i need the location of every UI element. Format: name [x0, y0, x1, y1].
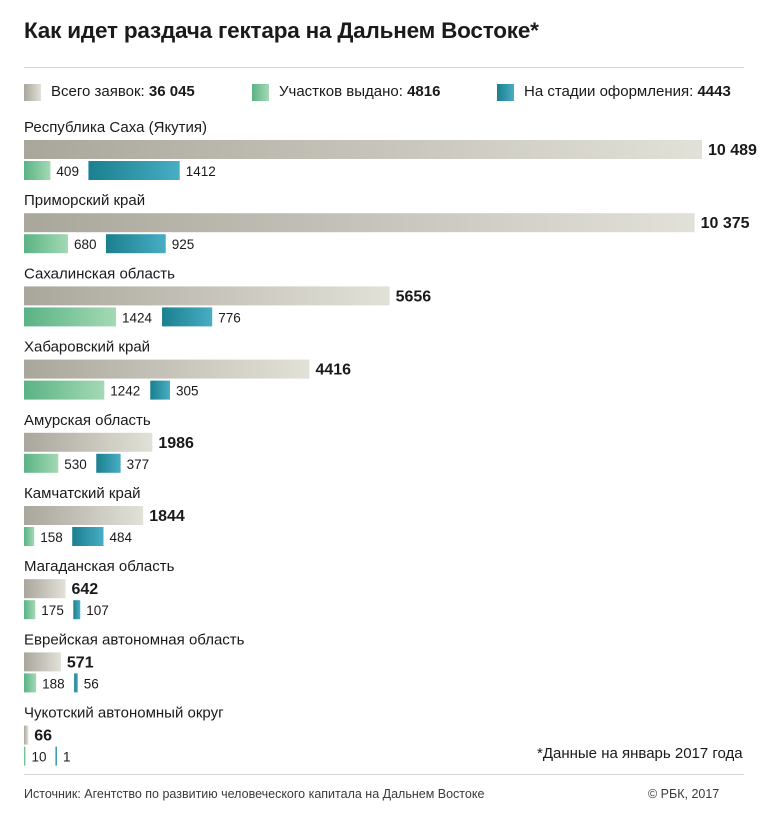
region-4-label: Хабаровский край: [24, 339, 150, 356]
legend-value-total: 36 045: [148, 83, 195, 100]
region-3-total-bar: [24, 286, 390, 306]
legend-label-in-process: На стадии оформления: 4443: [524, 83, 731, 100]
region-5-label: Амурская область: [24, 412, 151, 429]
region-5-total-value: 1986: [158, 435, 194, 452]
region-9-in-process-bar: [55, 746, 57, 766]
region-1-total-value: 10 489: [708, 142, 757, 159]
region-9-total-bar: [24, 725, 29, 745]
region-3-in-process-bar: [162, 307, 213, 327]
region-1-issued-value: 409: [56, 164, 79, 179]
region-3-label: Сахалинская область: [24, 265, 175, 282]
region-6-total-value: 1844: [149, 508, 185, 525]
region-2-total-value: 10 375: [701, 215, 750, 232]
legend-swatch-in-process: [497, 84, 514, 101]
region-6-in-process-bar: [72, 527, 104, 546]
region-9-issued-value: 10: [32, 750, 47, 765]
region-8-in-process-value: 56: [84, 676, 99, 691]
source-note: Источник: Агентство по развитию человече…: [24, 787, 485, 801]
region-3-in-process-value: 776: [218, 310, 241, 325]
region-4-in-process-value: 305: [176, 384, 199, 399]
region-8-in-process-bar: [74, 673, 78, 693]
region-1-in-process-bar: [88, 161, 180, 180]
region-3-issued-bar: [24, 307, 117, 327]
top-divider: [24, 67, 744, 68]
region-5-in-process-bar: [96, 453, 121, 473]
chart-legend: Всего заявок: 36 045 Участков выдано: 48…: [0, 83, 768, 103]
region-7-in-process-value: 107: [86, 603, 109, 618]
region-7-total-bar: [24, 579, 66, 599]
region-7-total-value: 642: [71, 581, 98, 598]
region-2-issued-bar: [24, 234, 68, 254]
region-6-issued-value: 158: [40, 530, 63, 545]
legend-value-issued: 4816: [407, 83, 441, 100]
copyright: © РБК, 2017: [648, 787, 720, 801]
region-6-in-process-value: 484: [109, 530, 132, 545]
region-7-label: Магаданская область: [24, 558, 175, 575]
region-7-issued-value: 175: [41, 603, 64, 618]
region-9-total-value: 66: [34, 728, 52, 745]
legend-swatch-issued: [252, 84, 269, 101]
region-9-label: Чукотский автономный округ: [24, 705, 224, 722]
region-6-label: Камчатский край: [24, 485, 141, 502]
chart-title: Как идет раздача гектара на Дальнем Вост…: [24, 18, 539, 43]
region-5-issued-value: 530: [64, 457, 87, 472]
region-1-in-process-value: 1412: [186, 164, 216, 179]
region-9-in-process-value: 1: [63, 750, 71, 765]
region-2-in-process-value: 925: [172, 237, 195, 252]
region-5-issued-bar: [24, 453, 59, 473]
legend-swatch-total: [24, 84, 41, 101]
region-1-total-bar: [24, 140, 702, 159]
region-4-in-process-bar: [150, 380, 170, 400]
legend-label-issued: Участков выдано: 4816: [279, 83, 441, 100]
region-4-issued-value: 1242: [110, 384, 140, 399]
region-1-label: Республика Саха (Якутия): [24, 119, 207, 136]
region-6-issued-bar: [24, 527, 35, 546]
region-3-issued-value: 1424: [122, 310, 153, 325]
region-2-issued-value: 680: [74, 237, 97, 252]
region-9-issued-bar: [24, 746, 26, 766]
footnote: *Данные на январь 2017 года: [537, 745, 743, 762]
region-6-total-bar: [24, 506, 144, 525]
legend-value-in-process: 4443: [697, 83, 731, 100]
region-8-total-value: 571: [67, 654, 94, 671]
region-3-total-value: 5656: [396, 288, 432, 305]
region-5-total-bar: [24, 432, 153, 452]
region-8-issued-value: 188: [42, 676, 65, 691]
region-8-issued-bar: [24, 673, 37, 693]
region-7-issued-bar: [24, 600, 36, 620]
region-2-label: Приморский край: [24, 192, 145, 209]
legend-label-total: Всего заявок: 36 045: [51, 83, 195, 100]
region-7-in-process-bar: [73, 600, 81, 620]
region-2-in-process-bar: [105, 234, 166, 254]
region-1-issued-bar: [24, 161, 51, 180]
region-8-label: Еврейская автономная область: [24, 631, 245, 648]
region-5-in-process-value: 377: [127, 457, 150, 472]
region-2-total-bar: [24, 213, 695, 233]
region-4-total-value: 4416: [315, 362, 351, 379]
region-8-total-bar: [24, 652, 61, 672]
bottom-divider: [24, 774, 744, 775]
region-4-issued-bar: [24, 380, 105, 400]
region-4-total-bar: [24, 359, 310, 379]
